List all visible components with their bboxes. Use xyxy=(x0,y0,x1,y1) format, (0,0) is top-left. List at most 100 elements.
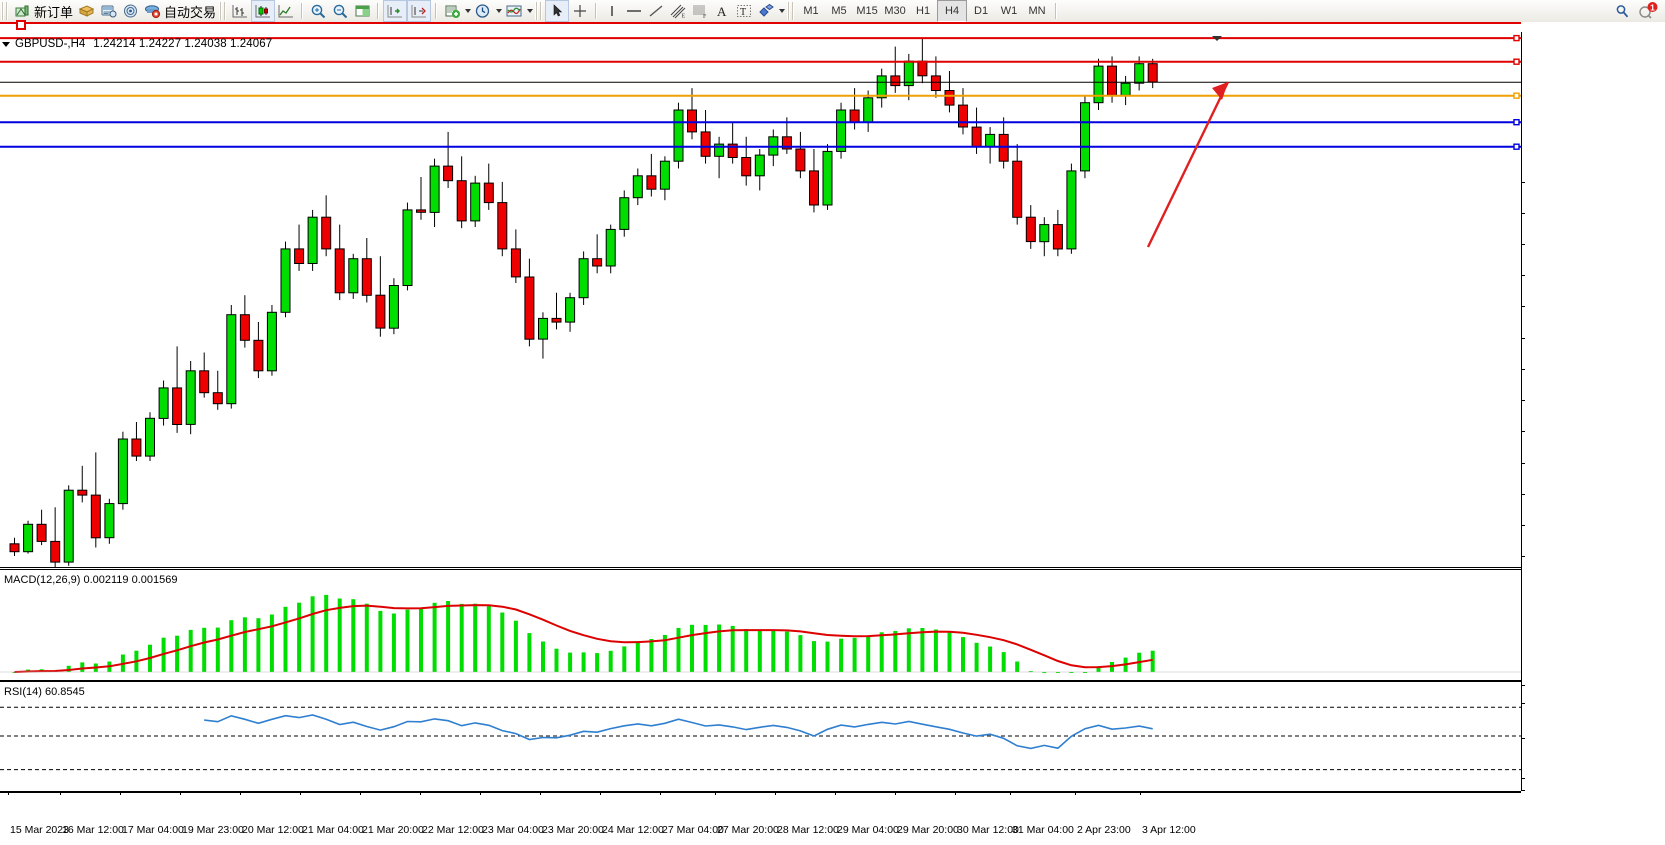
text-label-icon[interactable]: A xyxy=(711,1,733,21)
horizontal-line-icon[interactable] xyxy=(623,1,645,21)
new-order-icon[interactable] xyxy=(11,1,33,21)
toolbar-grip-2[interactable] xyxy=(219,2,228,20)
time-tick-label: 20 Mar 12:00 xyxy=(242,824,304,836)
toolbar-divider-1 xyxy=(301,3,304,19)
time-tick xyxy=(955,792,956,795)
macd-pane[interactable]: MACD(12,26,9) 0.002119 0.001569 xyxy=(0,569,1521,681)
time-tick-label: 17 Mar 04:00 xyxy=(122,824,184,836)
toolbar-grip-3[interactable] xyxy=(535,2,544,20)
rsi-header-label: RSI(14) 60.8545 xyxy=(4,686,85,698)
period-clock-icon[interactable] xyxy=(472,1,494,21)
top-line-handle[interactable] xyxy=(16,20,26,30)
cursor-arrow-icon[interactable] xyxy=(545,0,570,22)
time-tick xyxy=(1075,792,1076,795)
text-box-icon[interactable]: T xyxy=(733,1,755,21)
autotrade-icon[interactable] xyxy=(141,1,163,21)
template-dropdown-caret-icon[interactable] xyxy=(463,9,472,13)
time-tick xyxy=(480,792,481,795)
time-tick xyxy=(8,792,9,795)
data-window-icon[interactable] xyxy=(75,1,97,21)
tab-timeframe-d1[interactable]: D1 xyxy=(974,5,989,17)
alert-badge-icon[interactable]: 1 xyxy=(1637,1,1659,21)
auto-scroll-icon[interactable] xyxy=(383,0,408,22)
tab-timeframe-m1[interactable]: M1 xyxy=(803,5,819,17)
price-tick xyxy=(1521,275,1525,277)
zoom-in-icon[interactable] xyxy=(307,1,329,21)
price-tick xyxy=(1521,556,1525,557)
tab-timeframe-h4[interactable]: H4 xyxy=(937,0,968,22)
candlestick-chart-icon[interactable] xyxy=(251,0,276,22)
fibonacci-icon[interactable]: F xyxy=(689,1,711,21)
vertical-line-icon[interactable] xyxy=(601,1,623,21)
line-chart-icon[interactable] xyxy=(275,1,297,21)
indicator-list-icon[interactable] xyxy=(503,1,525,21)
chart-symbol-label: GBPUSD-,H4 xyxy=(15,38,86,50)
price-tick xyxy=(1521,369,1525,370)
time-tick-label: 22 Mar 12:00 xyxy=(422,824,484,836)
bullish-trend-arrow xyxy=(1146,81,1230,248)
time-tick xyxy=(300,792,301,795)
navigator-icon[interactable] xyxy=(97,1,119,21)
tab-timeframe-m30[interactable]: M30 xyxy=(884,5,906,17)
zoom-out-icon[interactable] xyxy=(329,1,351,21)
svg-text:E: E xyxy=(682,14,686,20)
top-resistance-line-extension xyxy=(0,22,1521,24)
period-dropdown-caret-icon[interactable] xyxy=(494,9,503,13)
svg-text:1: 1 xyxy=(1650,3,1655,13)
time-tick xyxy=(60,792,61,795)
template-add-icon[interactable] xyxy=(441,1,463,21)
shapes-dropdown-caret-icon[interactable] xyxy=(777,9,786,13)
svg-text:F: F xyxy=(703,14,707,19)
shapes-icon[interactable] xyxy=(755,1,777,21)
bar-chart-icon[interactable] xyxy=(229,1,251,21)
tab-timeframe-w1[interactable]: W1 xyxy=(1000,5,1018,17)
macd-header-label: MACD(12,26,9) 0.002119 0.001569 xyxy=(4,574,178,586)
rsi-pane[interactable]: RSI(14) 60.8545 xyxy=(0,681,1521,793)
time-tick xyxy=(420,792,421,795)
chart-menu-triangle-icon[interactable] xyxy=(2,41,10,47)
level-line-pivot xyxy=(0,92,1521,99)
toolbar-divider-4 xyxy=(595,3,598,19)
chart-area[interactable]: GBPUSD-,H4 1.24214 1.24227 1.24038 1.240… xyxy=(0,20,1665,845)
price-tick xyxy=(1521,400,1525,401)
new-order-label[interactable]: 新订单 xyxy=(34,4,74,20)
tab-timeframe-m5[interactable]: M5 xyxy=(831,5,847,17)
level-line-resistance-2 xyxy=(0,34,1521,42)
autotrade-label[interactable]: 自动交易 xyxy=(164,4,217,20)
time-axis[interactable]: 15 Mar 2023 16 Mar 12:00 17 Mar 04:00 19 Ma… xyxy=(0,791,1521,845)
crosshair-icon[interactable] xyxy=(569,1,591,21)
rsi-tick xyxy=(1521,778,1525,779)
time-tick-label: 23 Mar 20:00 xyxy=(542,824,604,836)
chevron-down-icon[interactable] xyxy=(1212,36,1222,41)
tab-timeframe-h1[interactable]: H1 xyxy=(916,5,931,17)
terminal-icon[interactable] xyxy=(119,1,141,21)
search-icon[interactable] xyxy=(1611,1,1633,21)
time-tick xyxy=(775,792,776,795)
toolbar-grip[interactable] xyxy=(1,2,9,20)
rsi-indicator-chart xyxy=(0,706,1521,771)
indicator-dropdown-caret-icon[interactable] xyxy=(525,9,534,13)
rsi-tick xyxy=(1521,685,1525,686)
time-tick-label: 19 Mar 23:00 xyxy=(182,824,244,836)
equidistant-channel-icon[interactable]: E xyxy=(667,1,689,21)
time-tick-label: 3 Apr 12:00 xyxy=(1142,824,1196,836)
main-toolbar: 新订单 xyxy=(0,0,1665,23)
trendline-icon[interactable] xyxy=(645,1,667,21)
axis-vertical-line xyxy=(1521,32,1522,791)
time-tick-label: 2 Apr 23:00 xyxy=(1077,824,1131,836)
price-axis[interactable]: 1.232501.229951.227401.224851.222301.219… xyxy=(1521,22,1665,844)
chart-shift-icon[interactable] xyxy=(407,0,432,22)
time-tick-label: 16 Mar 12:00 xyxy=(62,824,124,836)
toolbar-grip-4[interactable] xyxy=(787,2,796,20)
time-tick-label: 24 Mar 12:00 xyxy=(602,824,664,836)
toolbar-divider-2 xyxy=(377,3,380,19)
price-tick xyxy=(1521,462,1525,464)
tab-timeframe-mn[interactable]: MN xyxy=(1028,5,1046,17)
time-tick xyxy=(360,792,361,795)
tab-timeframe-m15[interactable]: M15 xyxy=(856,5,878,17)
time-tick xyxy=(1140,792,1141,795)
data-window-grid-icon[interactable] xyxy=(351,1,373,21)
level-line-resistance-1 xyxy=(0,58,1521,65)
price-pane[interactable]: GBPUSD-,H4 1.24214 1.24227 1.24038 1.240… xyxy=(0,32,1521,568)
macd-indicator-chart xyxy=(0,594,1521,673)
